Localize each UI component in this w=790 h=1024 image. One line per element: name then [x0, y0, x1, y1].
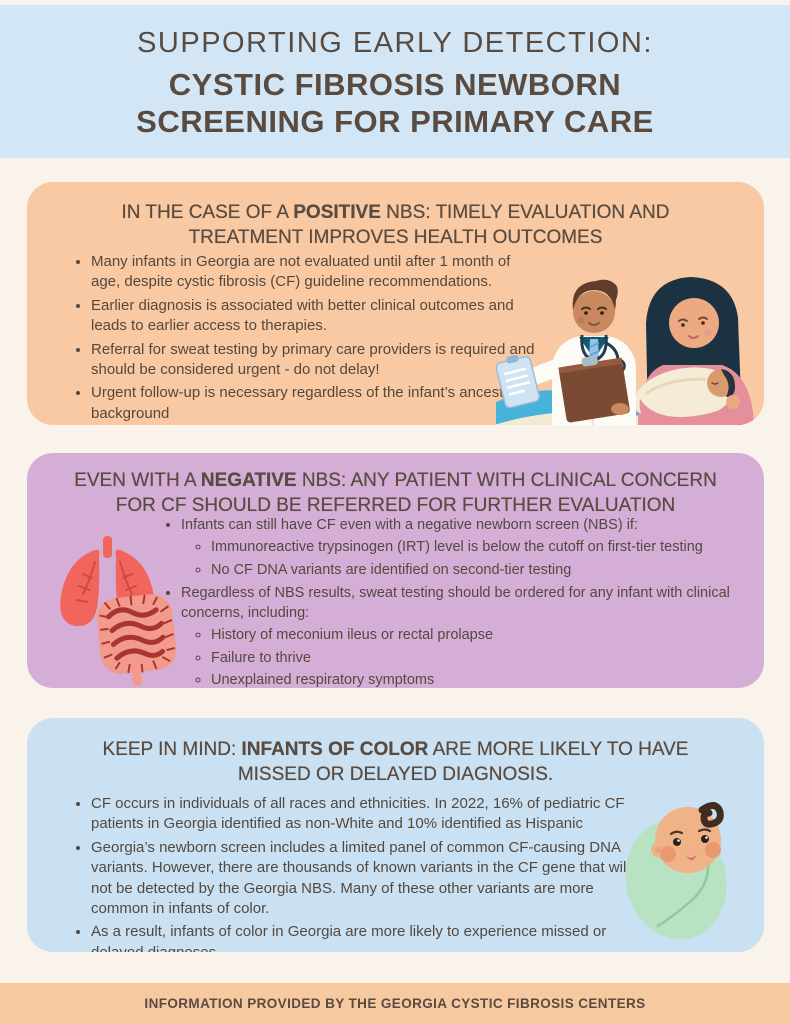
footer-text: INFORMATION PROVIDED BY THE GEORGIA CYST… — [144, 996, 646, 1011]
heading-emphasis: NEGATIVE — [200, 470, 297, 491]
sub-bullet-item: Immunoreactive trypsinogen (IRT) level i… — [211, 537, 755, 557]
bullet-item: Regardless of NBS results, sweat testing… — [181, 583, 755, 688]
sub-bullet-item: Unexplained respiratory symptoms — [211, 670, 755, 688]
bullet-item: Referral for sweat testing by primary ca… — [91, 340, 543, 381]
card-negative-heading: EVEN WITH A NEGATIVE NBS: ANY PATIENT WI… — [61, 453, 731, 518]
negative-body: Infants can still have CF even with a ne… — [163, 515, 755, 688]
bullet-item: As a result, infants of color in Georgia… — [91, 922, 643, 952]
bullet-text: Infants can still have CF even with a ne… — [181, 517, 638, 533]
card-color-heading: KEEP IN MIND: INFANTS OF COLOR ARE MORE … — [81, 718, 711, 787]
header-subtitle: SUPPORTING EARLY DETECTION: — [137, 27, 653, 59]
negative-bullet-list: Infants can still have CF even with a ne… — [163, 515, 755, 688]
bullet-item: Georgia’s newborn screen includes a limi… — [91, 838, 643, 920]
footer-credit-bar: INFORMATION PROVIDED BY THE GEORGIA CYST… — [0, 983, 790, 1024]
sub-bullet-list: Immunoreactive trypsinogen (IRT) level i… — [189, 537, 755, 580]
sub-bullet-list: History of meconium ileus or rectal prol… — [189, 625, 755, 688]
card-positive-nbs: IN THE CASE OF A POSITIVE NBS: TIMELY EV… — [27, 182, 764, 425]
header-banner: SUPPORTING EARLY DETECTION: CYSTIC FIBRO… — [0, 5, 790, 158]
bullet-item: Infants can still have CF even with a ne… — [181, 515, 755, 580]
heading-text: IN THE CASE OF A — [121, 202, 294, 223]
heading-emphasis: POSITIVE — [293, 202, 381, 223]
card-negative-nbs: EVEN WITH A NEGATIVE NBS: ANY PATIENT WI… — [27, 453, 764, 688]
bullet-item: Urgent follow-up is necessary regardless… — [91, 383, 543, 424]
positive-bullet-list: Many infants in Georgia are not evaluate… — [73, 252, 543, 425]
color-bullet-list: CF occurs in individuals of all races an… — [73, 794, 643, 952]
heading-text: NBS: ANY PATIENT WITH CLINICAL CONCERN F… — [115, 470, 717, 517]
heading-text: EVEN WITH A — [74, 470, 201, 491]
heading-text: NBS: TIMELY EVALUATION AND TREATMENT IMP… — [188, 202, 670, 249]
page-title-line1: CYSTIC FIBROSIS NEWBORN — [168, 67, 622, 102]
heading-emphasis: INFANTS OF COLOR — [241, 739, 429, 760]
sub-bullet-item: History of meconium ileus or rectal prol… — [211, 625, 755, 645]
heading-text: ARE MORE LIKELY TO HAVE MISSED OR DELAYE… — [237, 739, 689, 786]
bullet-item: Many infants in Georgia are not evaluate… — [91, 252, 543, 293]
sub-bullet-item: Failure to thrive — [211, 648, 755, 668]
bullet-item: Earlier diagnosis is associated with bet… — [91, 296, 543, 337]
page-title-line2: SCREENING FOR PRIMARY CARE — [136, 103, 654, 139]
card-infants-of-color: KEEP IN MIND: INFANTS OF COLOR ARE MORE … — [27, 718, 764, 952]
bullet-text: Regardless of NBS results, sweat testing… — [181, 584, 730, 622]
card-positive-heading: IN THE CASE OF A POSITIVE NBS: TIMELY EV… — [96, 182, 696, 250]
sub-bullet-item: No CF DNA variants are identified on sec… — [211, 560, 755, 580]
page-title: CYSTIC FIBROSIS NEWBORN SCREENING FOR PR… — [0, 67, 790, 140]
bullet-item: CF occurs in individuals of all races an… — [91, 794, 643, 835]
heading-text: KEEP IN MIND: — [102, 739, 242, 760]
